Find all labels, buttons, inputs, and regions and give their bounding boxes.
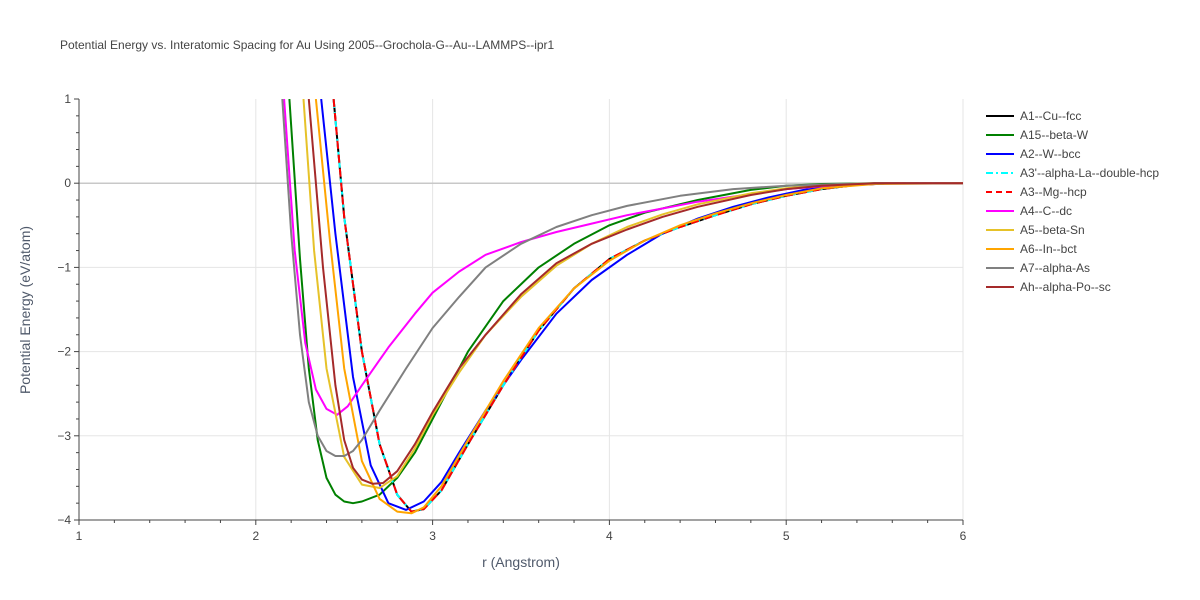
legend-label: A5--beta-Sn bbox=[1020, 222, 1085, 237]
legend-swatch bbox=[986, 152, 1014, 155]
y-tick-label: 1 bbox=[64, 92, 71, 106]
series-line-a3-mg-hcp[interactable] bbox=[332, 99, 963, 513]
x-tick-label: 5 bbox=[783, 529, 790, 543]
x-tick-label: 1 bbox=[76, 529, 83, 543]
legend-label: A15--beta-W bbox=[1020, 127, 1089, 142]
legend-item[interactable]: A2--W--bcc bbox=[984, 144, 1159, 163]
legend-item[interactable]: A3--Mg--hcp bbox=[984, 182, 1159, 201]
legend-swatch bbox=[986, 133, 1014, 136]
x-tick-label: 4 bbox=[606, 529, 613, 543]
legend-swatch bbox=[986, 247, 1014, 250]
series-line-a6-in-bct[interactable] bbox=[314, 99, 963, 515]
legend-item[interactable]: A6--In--bct bbox=[984, 239, 1159, 258]
series-line-ah-alpha-po-sc[interactable] bbox=[307, 99, 963, 485]
legend-item[interactable]: A4--C--dc bbox=[984, 201, 1159, 220]
legend-swatch bbox=[986, 209, 1014, 212]
legend-label: A7--alpha-As bbox=[1020, 260, 1091, 275]
x-tick-label: 3 bbox=[429, 529, 436, 543]
y-tick-label: −3 bbox=[57, 429, 71, 443]
legend-item[interactable]: Ah--alpha-Po--sc bbox=[984, 277, 1159, 296]
chart-title: Potential Energy vs. Interatomic Spacing… bbox=[60, 38, 555, 52]
legend-item[interactable]: A1--Cu--fcc bbox=[984, 106, 1159, 125]
legend-swatch bbox=[986, 114, 1014, 117]
legend-label: A6--In--bct bbox=[1020, 241, 1077, 256]
legend-swatch bbox=[986, 190, 1014, 193]
legend-swatch bbox=[986, 228, 1014, 231]
x-tick-label: 2 bbox=[252, 529, 259, 543]
legend-label: A2--W--bcc bbox=[1020, 146, 1081, 161]
series-line-a5-beta-sn[interactable] bbox=[302, 99, 964, 489]
legend-item[interactable]: A7--alpha-As bbox=[984, 258, 1159, 277]
legend-label: A3--Mg--hcp bbox=[1020, 184, 1087, 199]
grid-layer bbox=[79, 99, 964, 520]
y-tick-label: −1 bbox=[57, 260, 71, 274]
legend-label: A3'--alpha-La--double-hcp bbox=[1020, 165, 1160, 180]
y-axis-label: Potential Energy (eV/atom) bbox=[17, 225, 33, 395]
legend-item[interactable]: A15--beta-W bbox=[984, 125, 1159, 144]
y-tick-label: −4 bbox=[57, 513, 71, 527]
legend-item[interactable]: A3'--alpha-La--double-hcp bbox=[984, 163, 1159, 182]
series-line-a7-alpha-as[interactable] bbox=[281, 99, 963, 457]
series-line-a3-alpha-la-double-hcp[interactable] bbox=[332, 99, 963, 513]
y-tick-label: 0 bbox=[64, 176, 71, 190]
legend-label: Ah--alpha-Po--sc bbox=[1020, 279, 1111, 294]
series-line-a15-beta-w[interactable] bbox=[288, 99, 963, 505]
legend-label: A1--Cu--fcc bbox=[1020, 108, 1082, 123]
legend-swatch bbox=[986, 285, 1014, 288]
x-tick-label: 6 bbox=[960, 529, 967, 543]
series-line-a1-cu-fcc[interactable] bbox=[332, 99, 963, 513]
legend-swatch bbox=[986, 266, 1014, 269]
x-axis-label: r (Angstrom) bbox=[482, 554, 560, 570]
legend-label: A4--C--dc bbox=[1020, 203, 1073, 218]
series-layer bbox=[281, 99, 964, 515]
y-tick-label: −2 bbox=[57, 345, 71, 359]
axis-layer: 1 2 3 4 5 6 1 0 −1 −2 −3 −4 bbox=[57, 92, 966, 543]
legend: A1--Cu--fcc A15--beta-W A2--W--bcc A3'--alp… bbox=[984, 106, 1159, 296]
legend-swatch bbox=[986, 171, 1014, 174]
legend-item[interactable]: A5--beta-Sn bbox=[984, 220, 1159, 239]
